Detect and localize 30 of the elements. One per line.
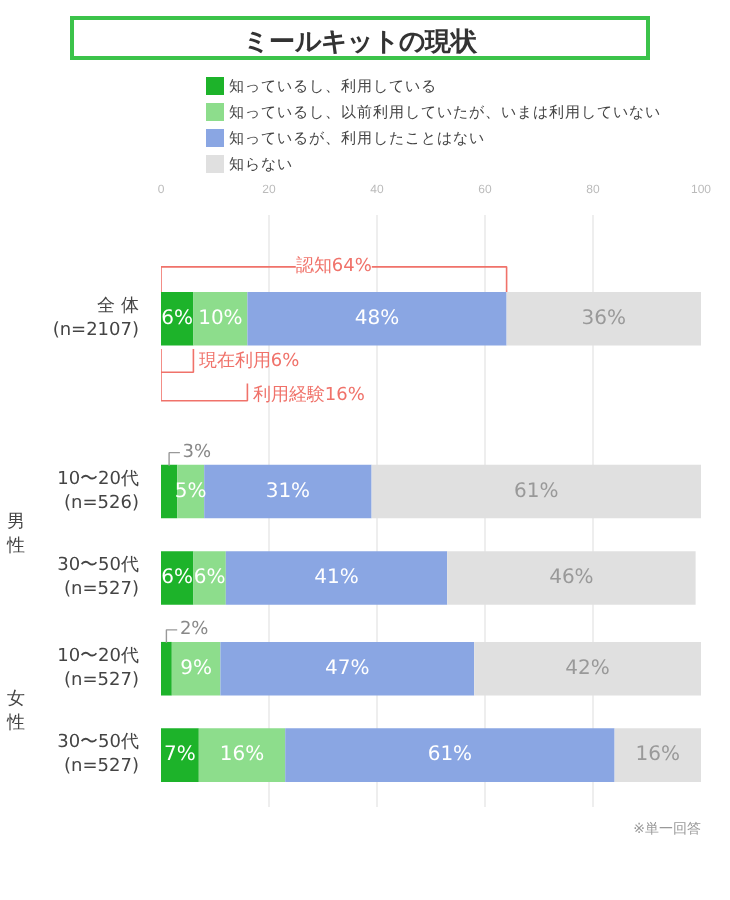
data-label: 42% [565,657,610,680]
annotation: 利用経験16% [252,384,366,407]
data-label: 9% [180,657,212,680]
data-label: 6% [161,566,194,589]
data-label: 61% [427,744,473,767]
chart-title: ミールキットの現状 [243,26,477,62]
data-label: 46% [549,566,594,589]
data-label: 10% [198,307,243,330]
data-label: 6% [193,566,226,589]
data-label: 7% [164,744,196,767]
data-label: 16% [219,744,265,767]
text: 女性 [5,687,25,734]
annotation: 現在利用6% [198,349,301,372]
data-label: 36% [581,307,627,330]
data-label: 2% [179,619,210,640]
data-label: 31% [265,480,311,503]
data-label: 41% [314,566,359,589]
y-tick-label: 全 体 (n=2107) [52,294,140,341]
data-label: 16% [635,744,681,767]
text: 男性 [5,510,25,557]
y-tick-label: 10〜20代 (n=527) [57,644,140,691]
annotation: 認知64% [295,254,373,277]
data-label: 48% [354,307,400,330]
y-tick-label: 30〜50代 (n=527) [57,553,140,600]
data-label: 6% [161,307,194,330]
data-label: 47% [325,657,370,680]
data-label: 61% [514,480,559,503]
y-tick-label: 10〜20代 (n=526) [57,467,140,514]
data-label: 3% [182,442,213,463]
y-tick-label: 30〜50代 (n=527) [57,731,140,778]
